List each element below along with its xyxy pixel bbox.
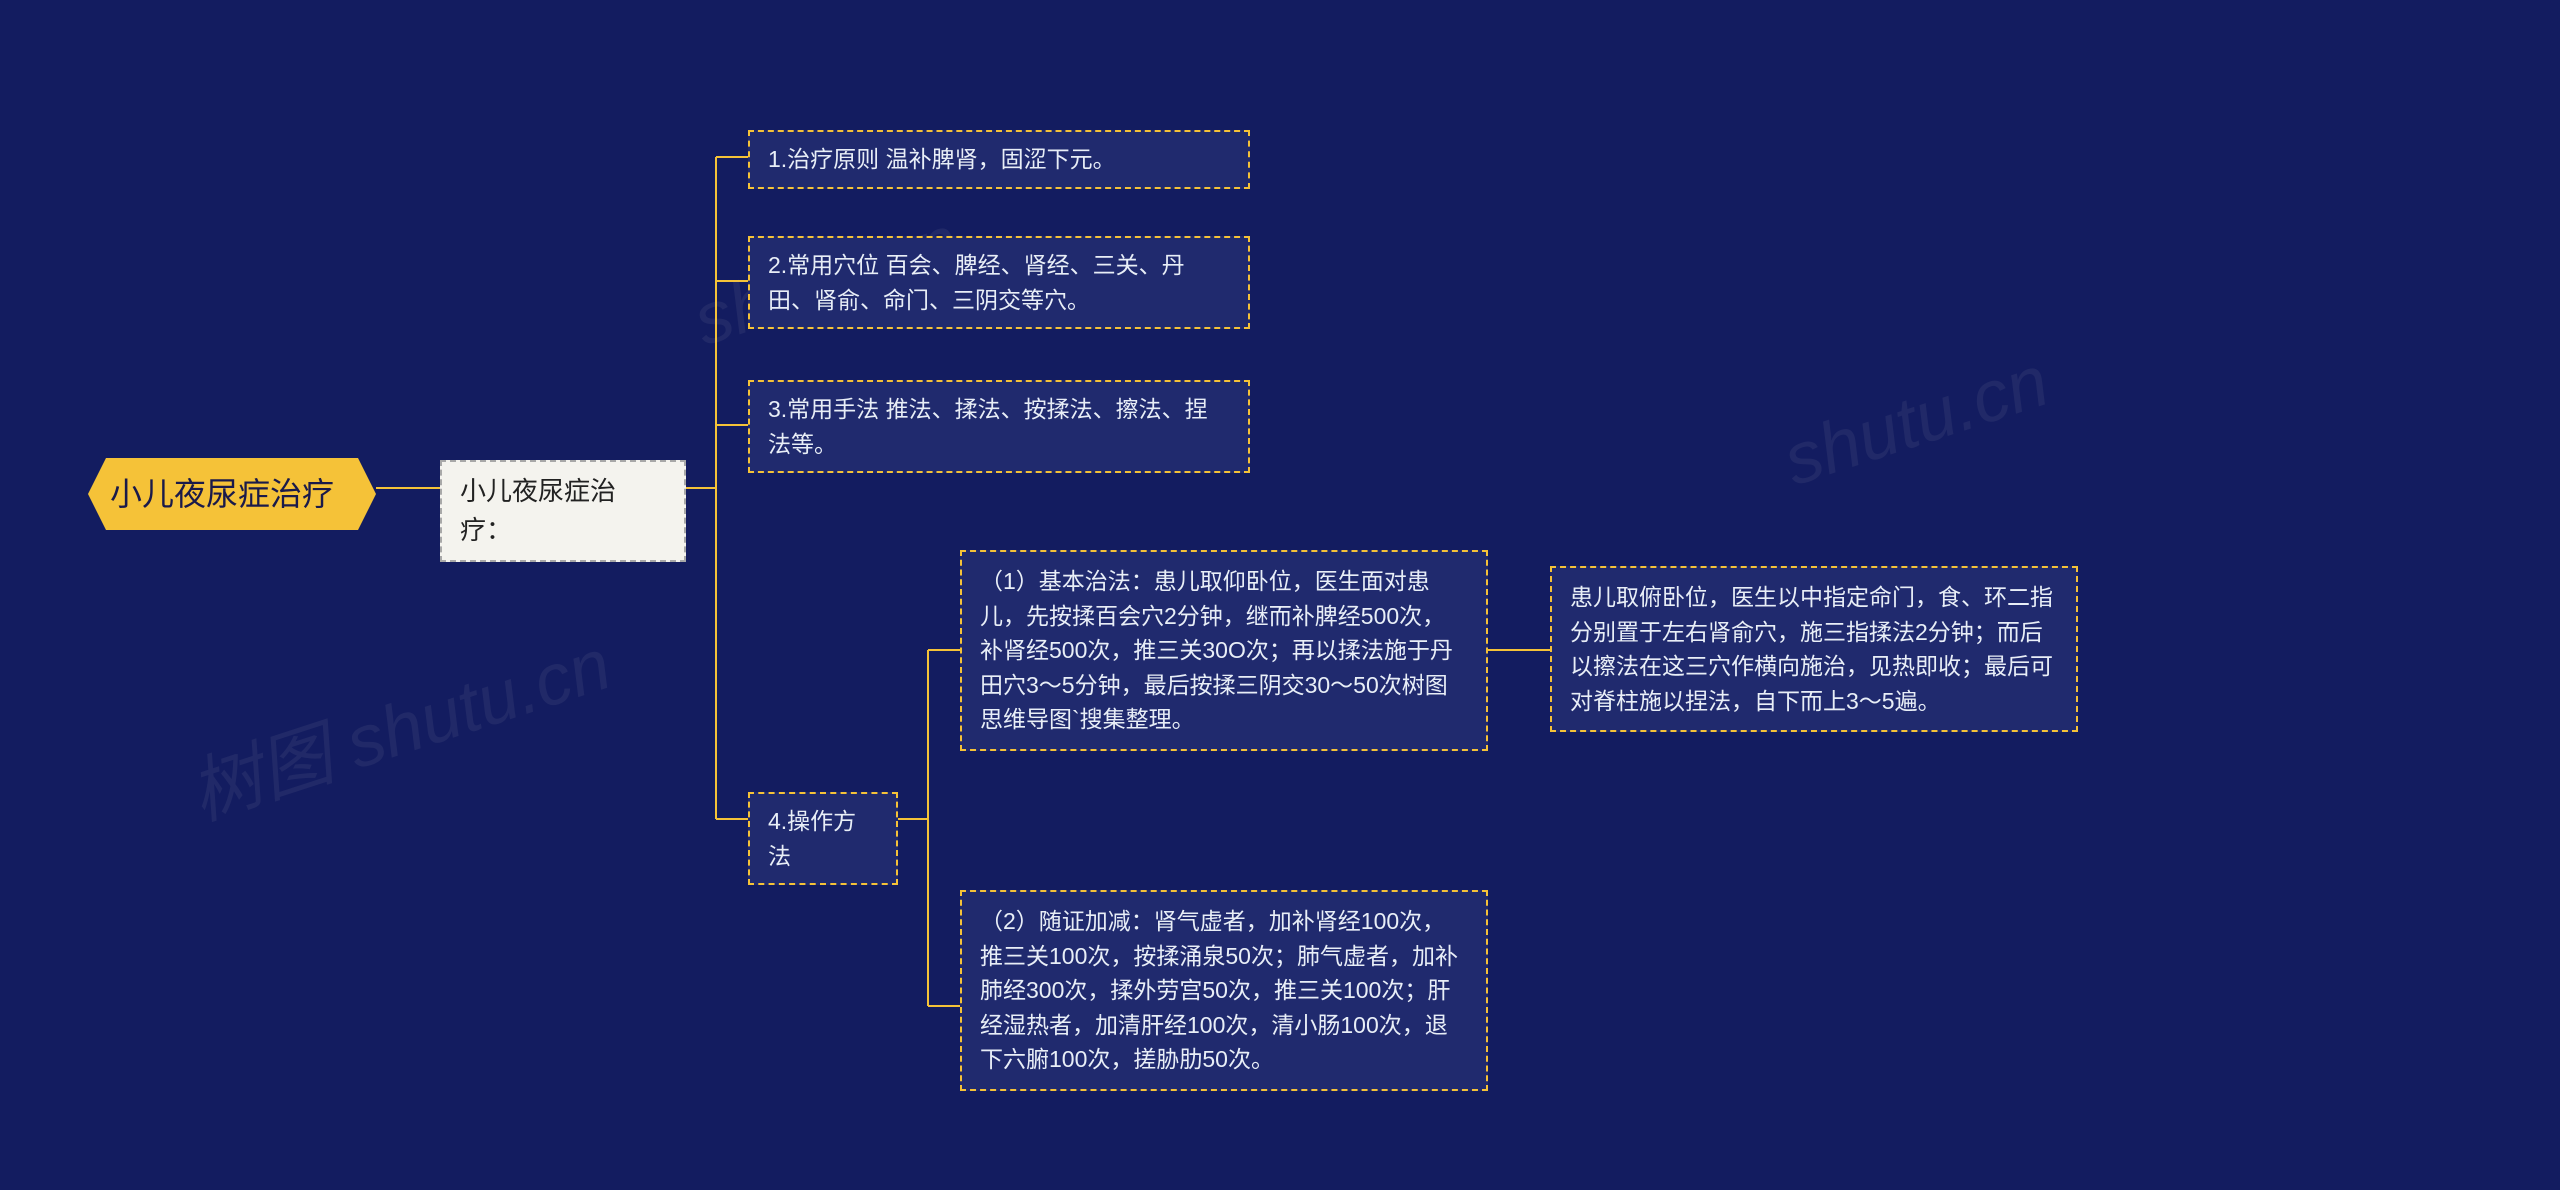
sub-modification[interactable]: （2）随证加减：肾气虚者，加补肾经100次，推三关100次，按揉涌泉50次；肺气…: [960, 890, 1488, 1091]
item-operation[interactable]: 4.操作方法: [748, 792, 898, 885]
item-acupoints[interactable]: 2.常用穴位 百会、脾经、肾经、三关、丹田、肾俞、命门、三阴交等穴。: [748, 236, 1250, 329]
leaf-prone-position[interactable]: 患儿取俯卧位，医生以中指定命门，食、环二指分别置于左右肾俞穴，施三指揉法2分钟；…: [1550, 566, 2078, 732]
level2-node[interactable]: 小儿夜尿症治疗：: [440, 460, 686, 562]
item-principle[interactable]: 1.治疗原则 温补脾肾，固涩下元。: [748, 130, 1250, 189]
item-techniques[interactable]: 3.常用手法 推法、揉法、按揉法、擦法、捏法等。: [748, 380, 1250, 473]
watermark: 树图 shutu.cn: [174, 605, 621, 840]
mindmap-canvas: 树图 shutu.cn shutu.cn shutu.cn 小儿夜尿症治疗 小儿…: [0, 0, 2560, 1190]
watermark: shutu.cn: [1774, 340, 2058, 502]
sub-basic-method[interactable]: （1）基本治法：患儿取仰卧位，医生面对患儿，先按揉百会穴2分钟，继而补脾经500…: [960, 550, 1488, 751]
root-node[interactable]: 小儿夜尿症治疗: [88, 458, 376, 530]
